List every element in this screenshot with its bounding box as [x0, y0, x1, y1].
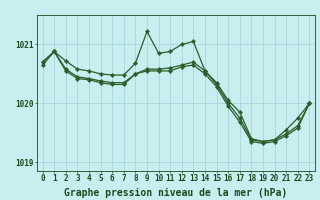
X-axis label: Graphe pression niveau de la mer (hPa): Graphe pression niveau de la mer (hPa): [64, 188, 288, 198]
